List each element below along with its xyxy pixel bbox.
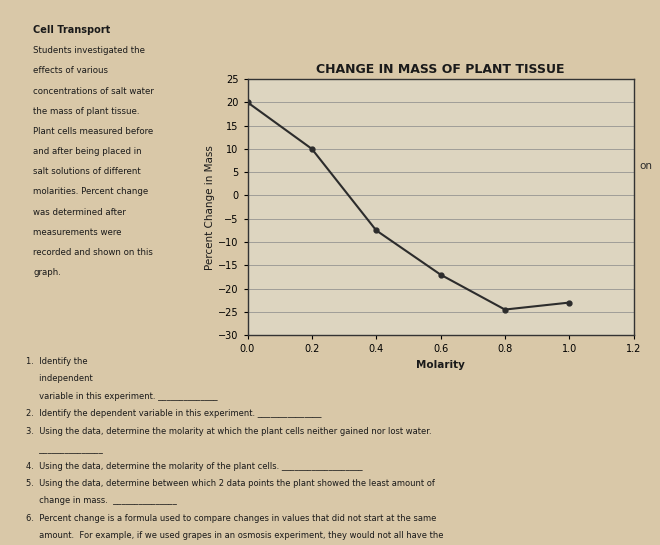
Text: graph.: graph. — [33, 268, 61, 277]
Text: amount.  For example, if we used grapes in an osmosis experiment, they would not: amount. For example, if we used grapes i… — [26, 531, 444, 541]
Text: independent: independent — [26, 374, 93, 384]
Text: on: on — [639, 161, 652, 171]
Text: and after being placed in: and after being placed in — [33, 147, 142, 156]
Text: concentrations of salt water: concentrations of salt water — [33, 87, 154, 96]
Text: 5.  Using the data, determine between which 2 data points the plant showed the l: 5. Using the data, determine between whi… — [26, 479, 436, 488]
Text: 1.  Identify the: 1. Identify the — [26, 357, 88, 366]
Text: measurements were: measurements were — [33, 228, 121, 237]
Text: the mass of plant tissue.: the mass of plant tissue. — [33, 107, 139, 116]
Text: effects of various: effects of various — [33, 66, 108, 76]
X-axis label: Molarity: Molarity — [416, 360, 465, 370]
Title: CHANGE IN MASS OF PLANT TISSUE: CHANGE IN MASS OF PLANT TISSUE — [316, 63, 565, 76]
Text: Cell Transport: Cell Transport — [33, 25, 110, 34]
Text: change in mass.  _______________: change in mass. _______________ — [26, 496, 178, 506]
Text: 4.  Using the data, determine the molarity of the plant cells. _________________: 4. Using the data, determine the molarit… — [26, 462, 363, 471]
Text: 3.  Using the data, determine the molarity at which the plant cells neither gain: 3. Using the data, determine the molarit… — [26, 427, 432, 436]
Text: Plant cells measured before: Plant cells measured before — [33, 127, 153, 136]
Text: recorded and shown on this: recorded and shown on this — [33, 248, 153, 257]
Text: variable in this experiment. ______________: variable in this experiment. ___________… — [26, 392, 218, 401]
Text: 6.  Percent change is a formula used to compare changes in values that did not s: 6. Percent change is a formula used to c… — [26, 514, 437, 523]
Text: _______________: _______________ — [26, 444, 103, 453]
Y-axis label: Percent Change in Mass: Percent Change in Mass — [205, 144, 215, 270]
Text: Students investigated the: Students investigated the — [33, 46, 145, 56]
Text: 2.  Identify the dependent variable in this experiment. _______________: 2. Identify the dependent variable in th… — [26, 409, 322, 419]
Text: was determined after: was determined after — [33, 208, 126, 217]
Text: salt solutions of different: salt solutions of different — [33, 167, 141, 177]
Text: molarities. Percent change: molarities. Percent change — [33, 187, 148, 197]
